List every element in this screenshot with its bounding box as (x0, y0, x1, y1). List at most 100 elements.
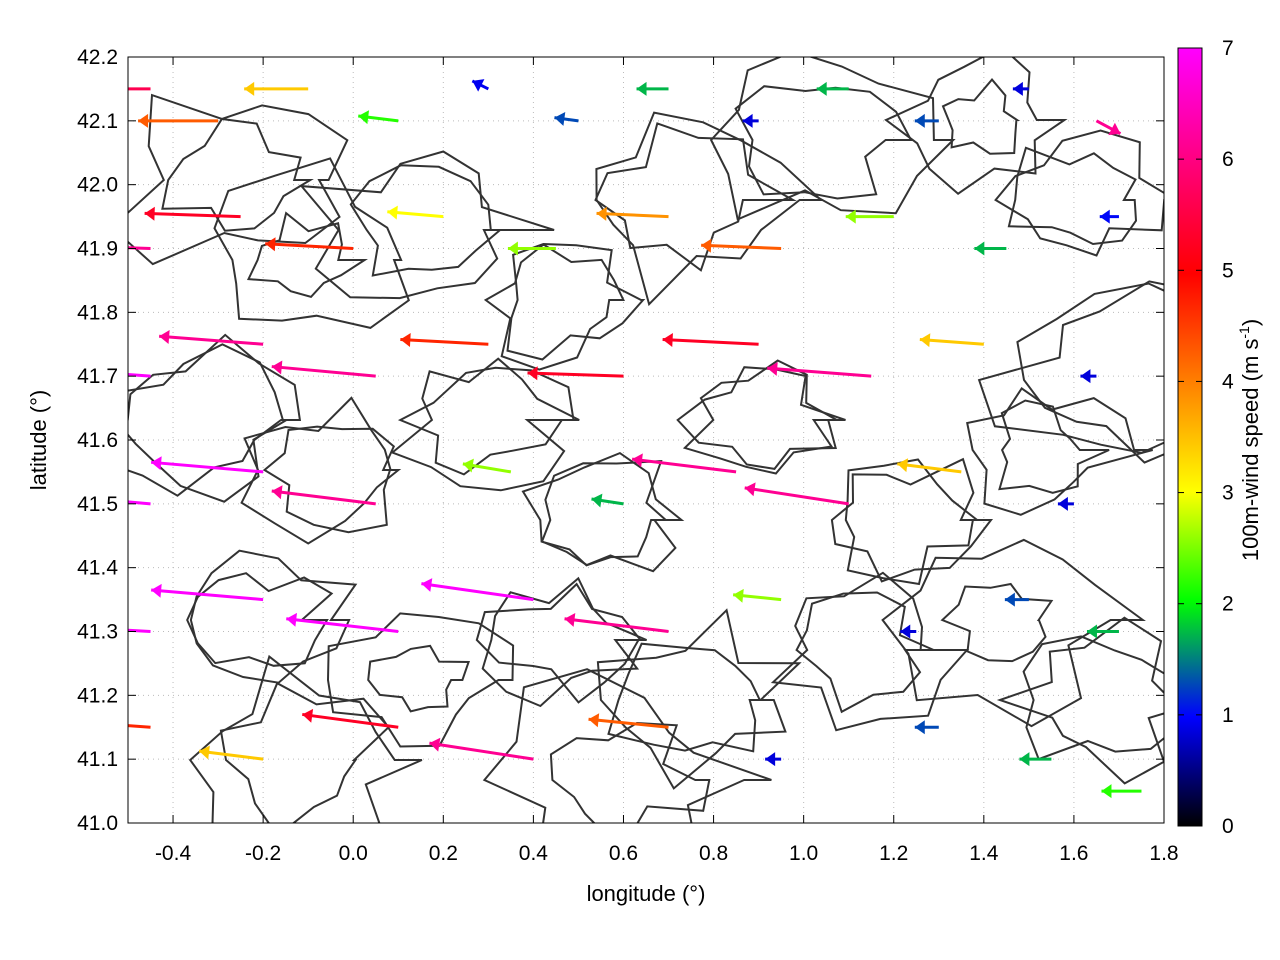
colorbar-tick-label: 7 (1222, 37, 1234, 60)
colorbar-tick-label: 4 (1222, 370, 1234, 393)
wind-arrow (1057, 496, 1074, 511)
x-tick-label: 0.6 (609, 842, 638, 865)
colorbar-tick-label: 5 (1222, 259, 1234, 282)
wind-arrow (429, 737, 534, 761)
terrain-contour (596, 608, 802, 790)
colorbar-tick-label: 0 (1222, 815, 1234, 838)
wind-arrow (900, 624, 917, 639)
terrain-contour (397, 366, 575, 476)
terrain-contour (1022, 635, 1164, 761)
wind-arrow (1004, 592, 1029, 607)
wind-arrow (128, 87, 151, 91)
terrain-contour (390, 357, 580, 492)
wind-arrow (845, 209, 894, 224)
x-tick-label: 1.0 (789, 842, 818, 865)
terrain-contour (349, 164, 503, 277)
y-tick-label: 41.7 (77, 365, 118, 388)
wind-arrow (1086, 624, 1119, 639)
wind-arrow (732, 588, 782, 603)
y-tick-label: 42.0 (77, 174, 118, 197)
x-tick-label: 0.4 (519, 842, 549, 865)
y-tick-label: 41.5 (77, 493, 118, 516)
terrain-contour (998, 399, 1110, 494)
wind-arrow (742, 113, 759, 128)
wind-arrow (128, 246, 151, 250)
terrain-contour (540, 460, 677, 573)
terrain-contour (128, 333, 302, 497)
y-tick-label: 42.1 (77, 110, 118, 133)
terrain-contour (189, 549, 358, 684)
x-tick-label: -0.4 (155, 842, 192, 865)
y-tick-label: 41.3 (77, 621, 118, 644)
wind-arrow (159, 330, 264, 346)
wind-arrow (128, 724, 151, 729)
wind-arrow (128, 628, 151, 633)
terrain-contour (482, 668, 772, 823)
wind-arrow (151, 583, 264, 602)
wind-arrow (816, 81, 849, 96)
wind-arrow (631, 453, 737, 474)
terrain-contour (940, 582, 1054, 663)
terrain-contour (595, 111, 824, 307)
x-tick-label: 1.4 (969, 842, 999, 865)
wind-arrow (897, 458, 962, 474)
wind-arrow (974, 241, 1007, 256)
y-tick-label: 41.1 (77, 748, 118, 771)
wind-arrow (1019, 752, 1052, 767)
wind-arrow (387, 205, 444, 220)
wind-arrow (265, 237, 354, 252)
terrain-contour (188, 654, 423, 823)
wind-arrow (244, 81, 309, 96)
wind-arrow (636, 81, 669, 96)
terrain-contour (1016, 282, 1164, 464)
wind-arrow (271, 360, 376, 378)
terrain-contour (549, 721, 711, 823)
x-axis-label: longitude (°) (587, 881, 706, 906)
terrain-contour (521, 451, 685, 567)
terrain-contour (881, 538, 1146, 728)
terrain-contour (219, 681, 390, 823)
terrain-contour (326, 612, 515, 748)
terrain-contour (128, 343, 291, 503)
wind-arrow (765, 752, 782, 767)
x-tick-label: 0.8 (699, 842, 728, 865)
wind-arrow (914, 720, 939, 735)
wind-arrow (507, 241, 556, 256)
wind-arrow (767, 361, 872, 378)
terrain-contour (161, 117, 314, 232)
wind-arrow (144, 206, 241, 221)
terrain-contour (977, 280, 1164, 454)
wind-arrow (471, 79, 490, 92)
colorbar-label: 100m-wind speed (m s-1) (1236, 319, 1263, 561)
wind-arrow (591, 493, 624, 508)
colorbar-tick-label: 3 (1222, 482, 1234, 505)
wind-arrow (1095, 119, 1122, 136)
terrain-contour (830, 457, 994, 583)
wind-arrow (588, 713, 669, 729)
wind-arrow (1099, 209, 1119, 224)
terrain-contour (844, 458, 981, 586)
x-tick-label: 1.6 (1059, 842, 1088, 865)
wind-arrow (1101, 784, 1142, 799)
terrain-contour (246, 211, 368, 299)
terrain-contour (994, 129, 1164, 257)
terrain-contour (941, 78, 1021, 155)
wind-arrow (358, 110, 399, 125)
y-tick-label: 41.2 (77, 684, 118, 707)
colorbar-ticks: 0 1 2 3 4 5 6 7 (1178, 37, 1234, 838)
terrain-contour (128, 93, 349, 266)
wind-arrow (1080, 369, 1097, 384)
wind-arrow (128, 373, 151, 378)
wind-arrow (302, 708, 399, 729)
wind-arrows (128, 79, 1142, 799)
y-tick-label: 42.2 (77, 46, 118, 69)
wind-arrow (138, 113, 219, 128)
terrain-contour (299, 150, 555, 300)
wind-arrow (400, 333, 489, 347)
wind-arrow (919, 333, 984, 348)
y-tick-label: 41.0 (77, 812, 118, 835)
x-tick-label: -0.2 (245, 842, 281, 865)
wind-arrow (527, 366, 624, 381)
terrain-contour (682, 359, 841, 475)
